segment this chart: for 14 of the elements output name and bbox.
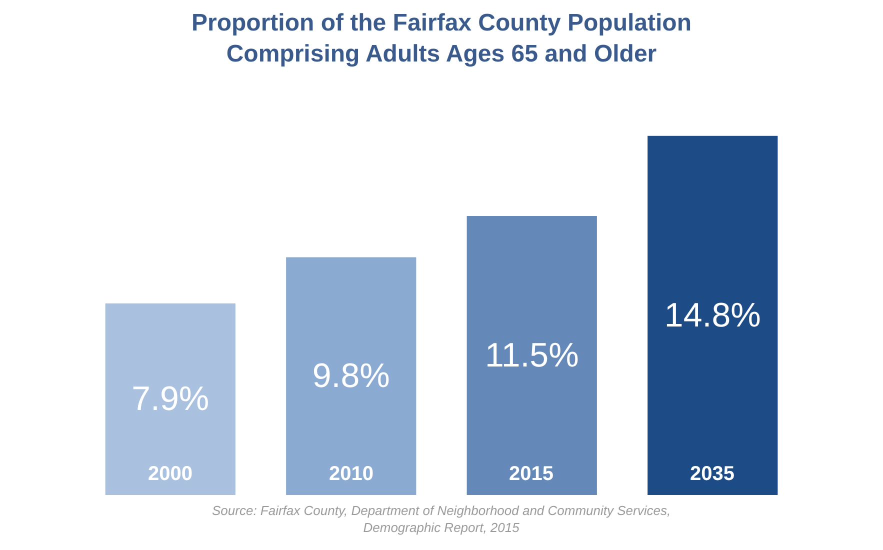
x-tick-label: 2000 — [148, 463, 192, 485]
bar — [466, 216, 597, 495]
x-tick-label: 2010 — [329, 463, 374, 485]
data-label: 9.8% — [312, 357, 390, 396]
data-label: 7.9% — [132, 380, 210, 418]
data-label: 11.5% — [484, 336, 579, 374]
x-tick-label: 2015 — [509, 463, 554, 485]
x-tick-label: 2035 — [690, 463, 734, 485]
data-label: 14.8% — [664, 296, 761, 334]
source-note: Source: Fairfax County, Department of Neighborhood and Community Services, Demographic Report, 2015 — [212, 503, 671, 535]
bar — [648, 136, 778, 495]
bar — [105, 303, 236, 495]
bar — [286, 257, 416, 495]
chart-title: Proportion of the Fairfax County Population Comprising Adults Ages 65 and Older — [192, 9, 692, 68]
